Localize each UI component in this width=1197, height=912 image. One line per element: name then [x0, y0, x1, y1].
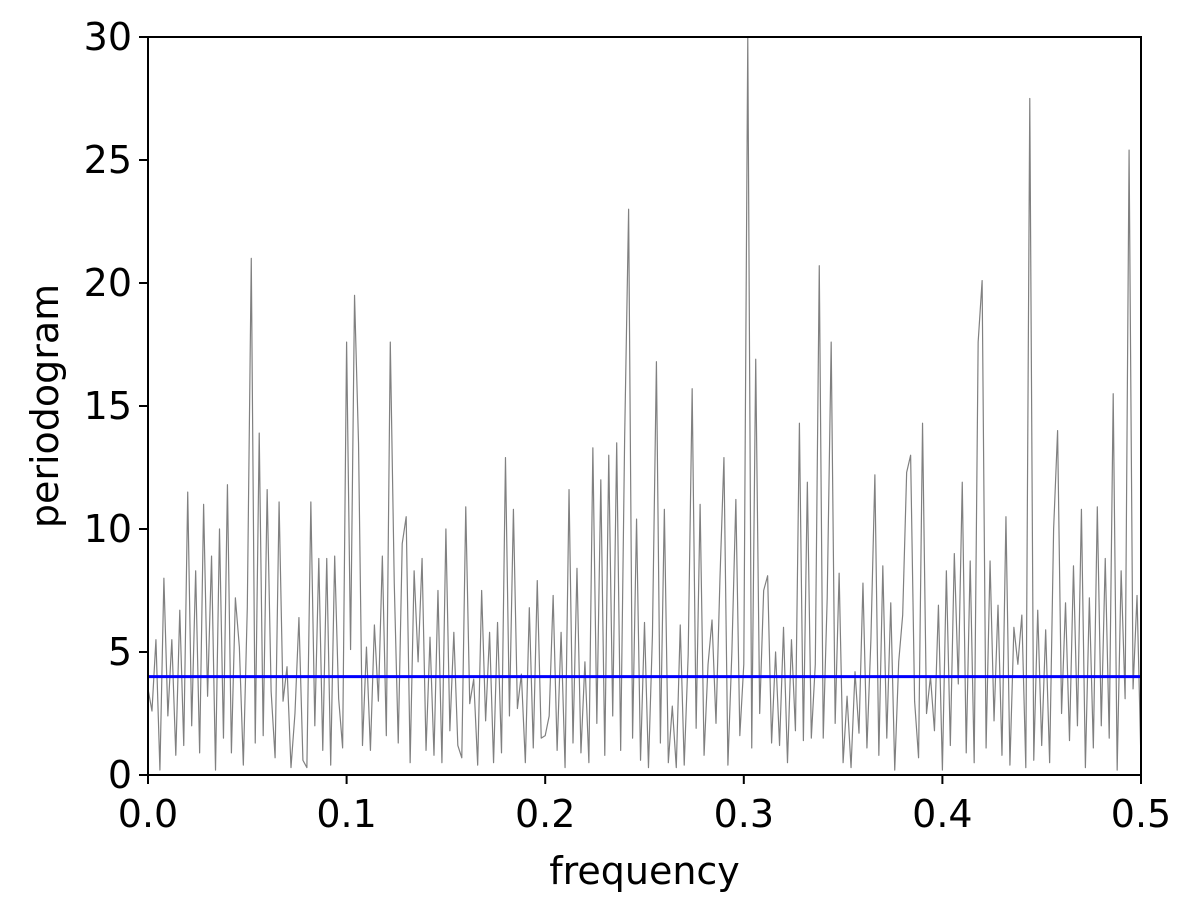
x-tick-label: 0.1	[316, 792, 376, 836]
periodogram-line	[148, 37, 1141, 771]
y-tick-label: 30	[84, 15, 132, 59]
y-tick-label: 15	[84, 384, 132, 428]
y-tick-label: 0	[108, 753, 132, 797]
plot-area	[148, 37, 1141, 771]
x-tick-label: 0.5	[1111, 792, 1171, 836]
x-tick-label: 0.3	[714, 792, 774, 836]
y-axis-label: periodogram	[23, 284, 67, 528]
x-axis-label: frequency	[549, 849, 740, 893]
x-tick-label: 0.2	[515, 792, 575, 836]
y-tick-label: 5	[108, 630, 132, 674]
y-tick-label: 10	[84, 507, 132, 551]
y-tick-label: 25	[84, 138, 132, 182]
x-tick-label: 0.4	[912, 792, 972, 836]
y-tick-label: 20	[84, 261, 132, 305]
x-tick-label: 0.0	[118, 792, 178, 836]
